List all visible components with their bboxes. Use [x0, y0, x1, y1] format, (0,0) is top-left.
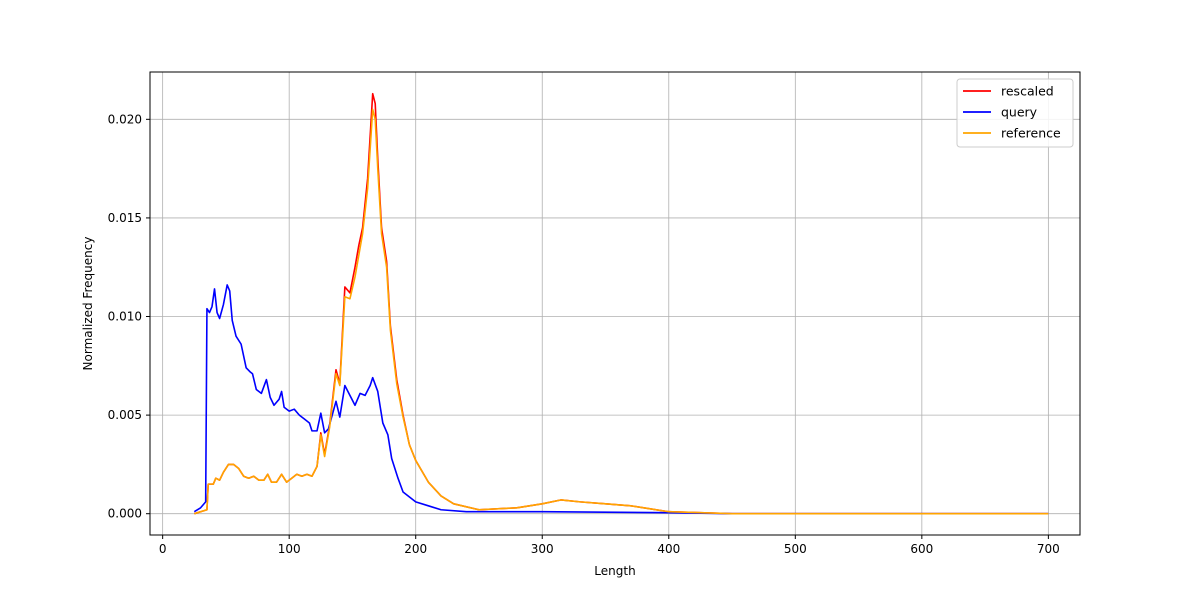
series-lines [193, 92, 1049, 515]
x-tick-label: 100 [278, 542, 301, 556]
axes-frame [149, 71, 1081, 536]
y-tick-label: 0.015 [108, 211, 142, 225]
legend: rescaled query reference [956, 78, 1074, 148]
x-tick-label: 0 [159, 542, 167, 556]
legend-box [956, 78, 1074, 148]
y-axis-ticks: 0.000 0.005 0.010 0.015 0.020 [108, 112, 150, 521]
y-tick-label: 0.005 [108, 408, 142, 422]
series-line-reference [194, 108, 1049, 515]
y-axis-label: Normalized Frequency [81, 237, 95, 371]
grid-lines [150, 72, 1080, 535]
x-tick-label: 400 [657, 542, 680, 556]
x-tick-label: 200 [404, 542, 427, 556]
x-tick-label: 500 [784, 542, 807, 556]
y-tick-label: 0.020 [108, 112, 142, 126]
x-tick-label: 300 [531, 542, 554, 556]
legend-label-query: query [1001, 105, 1038, 120]
y-tick-label: 0.010 [108, 310, 142, 324]
legend-label-reference: reference [1001, 126, 1061, 141]
x-axis-label: Length [594, 564, 635, 578]
x-tick-label: 700 [1037, 542, 1060, 556]
y-tick-label: 0.000 [108, 507, 142, 521]
x-axis-ticks: 0 100 200 300 400 500 600 700 [159, 535, 1060, 556]
legend-label-rescaled: rescaled [1001, 84, 1054, 99]
series-line-query [193, 284, 1049, 515]
x-tick-label: 600 [910, 542, 933, 556]
